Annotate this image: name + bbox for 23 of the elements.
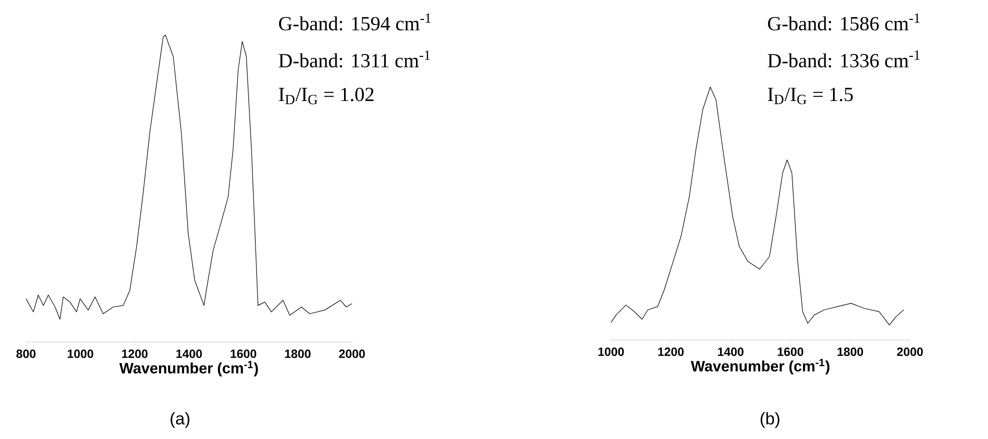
text: G-band: 1594 cm$^{-1}$	[279, 13, 431, 31]
x-tick-label: 800	[16, 350, 36, 358]
x-tick-label: 1200	[658, 348, 684, 356]
x-tick-label: 1600	[230, 350, 256, 358]
text: (a)	[170, 412, 190, 428]
x-tick-label: 1400	[718, 348, 744, 356]
x-tick-label: 1200	[122, 350, 148, 358]
x-tick-label: 1400	[176, 350, 202, 358]
x-tick-label: 1000	[598, 348, 624, 356]
x-axis-title: Wavenumber (cm$^{-1}$)	[119, 360, 258, 376]
text: G-band: 1586 cm$^{-1}$	[768, 13, 920, 31]
x-tick-label: 1800	[838, 348, 864, 356]
x-tick-label: 2000	[339, 350, 365, 358]
text: (b)	[760, 412, 780, 428]
annotation: D-band: 1311 cm$^{-1}$	[278, 50, 430, 68]
x-tick-label: 1600	[778, 348, 804, 356]
annotation: I$_{D}$/I$_{G}$ = 1.02	[278, 88, 374, 104]
x-tick-label: 2000	[897, 348, 923, 356]
x-tick-label: 1800	[285, 350, 311, 358]
x-axis-title: Wavenumber (cm$^{-1}$)	[690, 358, 830, 374]
text: D-band: 1336 cm$^{-1}$	[768, 50, 920, 68]
x-tick-label: 1000	[68, 350, 94, 358]
annotation: I$_{D}$/I$_{G}$ = 1.5	[768, 88, 853, 104]
